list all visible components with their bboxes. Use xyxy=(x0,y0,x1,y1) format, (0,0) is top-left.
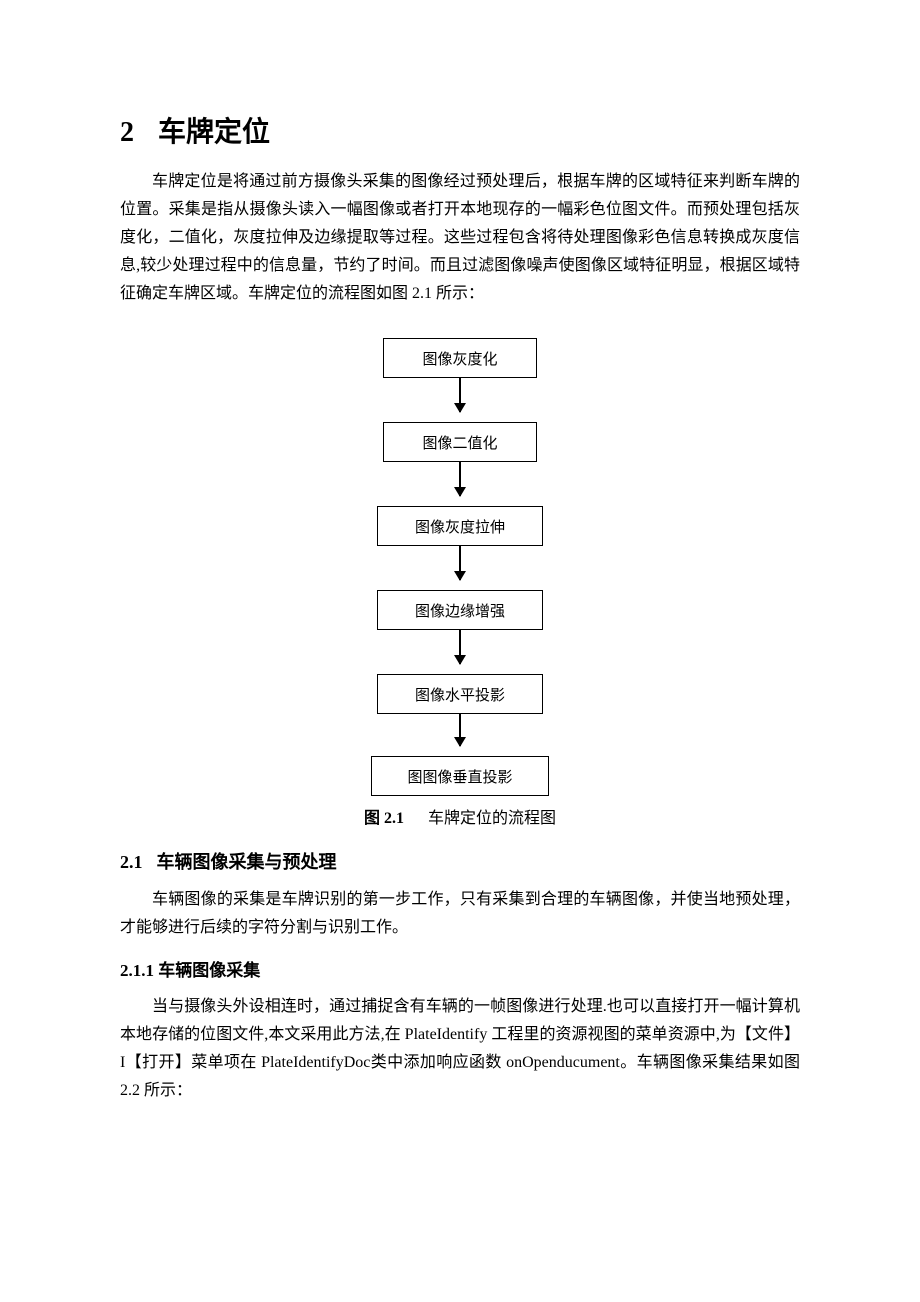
figure-caption-2-1: 图 2.1 车牌定位的流程图 xyxy=(120,804,800,828)
flow-arrow-2 xyxy=(459,462,461,496)
heading-2-1-title: 车辆图像采集与预处理 xyxy=(157,852,337,872)
flow-arrow-3 xyxy=(459,546,461,580)
flow-node-n2: 图像二值化 xyxy=(383,422,537,462)
flow-node-n1: 图像灰度化 xyxy=(383,338,537,378)
heading-2-1-1: 2.1.1 车辆图像采集 xyxy=(120,956,800,981)
flow-arrow-1 xyxy=(459,378,461,412)
heading-2-1-1-title: 车辆图像采集 xyxy=(158,961,260,980)
flowchart-2-1: 图像灰度化图像二值化图像灰度拉伸图像边缘增强图像水平投影图图像垂直投影 xyxy=(120,338,800,796)
figure-caption-text: 车牌定位的流程图 xyxy=(428,810,556,827)
flow-arrow-4 xyxy=(459,630,461,664)
heading-2-1: 2.1 车辆图像采集与预处理 xyxy=(120,848,800,874)
paragraph-intro: 车牌定位是将通过前方摄像头采集的图像经过预处理后，根据车牌的区域特征来判断车牌的… xyxy=(120,168,800,308)
heading-1: 2 车牌定位 xyxy=(120,110,800,150)
flow-node-n6: 图图像垂直投影 xyxy=(371,756,549,796)
flow-arrow-5 xyxy=(459,714,461,746)
flow-node-n4: 图像边缘增强 xyxy=(377,590,543,630)
flow-node-n3: 图像灰度拉伸 xyxy=(377,506,543,546)
paragraph-2-1: 车辆图像的采集是车牌识别的第一步工作，只有采集到合理的车辆图像，并使当地预处理，… xyxy=(120,886,800,942)
document-page: 2 车牌定位 车牌定位是将通过前方摄像头采集的图像经过预处理后，根据车牌的区域特征… xyxy=(0,0,920,1302)
heading-1-title: 车牌定位 xyxy=(158,117,270,148)
heading-2-1-1-number: 2.1.1 xyxy=(120,961,154,980)
figure-caption-label: 图 2.1 xyxy=(364,810,404,827)
heading-2-1-number: 2.1 xyxy=(120,852,143,873)
heading-1-number: 2 xyxy=(120,117,134,149)
flow-node-n5: 图像水平投影 xyxy=(377,674,543,714)
paragraph-2-1-1: 当与摄像头外设相连时，通过捕捉含有车辆的一帧图像进行处理.也可以直接打开一幅计算… xyxy=(120,993,800,1105)
